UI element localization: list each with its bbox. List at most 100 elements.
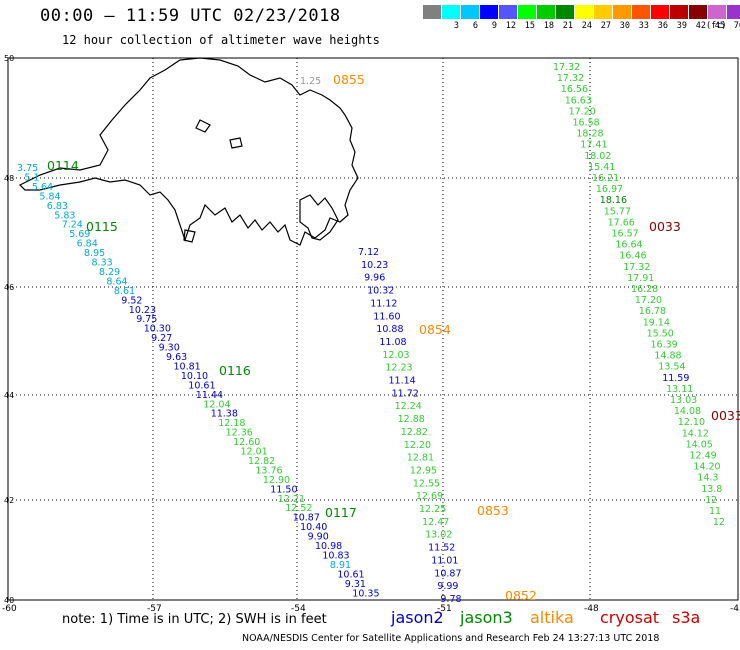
track-value: 13.76	[255, 465, 282, 476]
wave-height-colorbar	[423, 5, 740, 19]
track-value: 16.58	[573, 118, 600, 129]
track-value: 16.63	[565, 95, 592, 106]
track-value: 16.39	[651, 340, 678, 351]
legend-jason2: jason2	[391, 608, 444, 627]
track-value: 7.12	[358, 247, 379, 258]
track-value: 12.23	[385, 363, 412, 374]
track-value: 12.52	[285, 503, 312, 514]
track-value: 9.63	[166, 352, 187, 363]
track-value: 12.04	[203, 399, 230, 410]
track-value: 12.82	[248, 456, 275, 467]
track-value: 19.14	[643, 317, 670, 328]
track-value: 9.99	[437, 581, 458, 592]
track-value: 11.72	[392, 388, 419, 399]
track-value: 6.84	[77, 239, 98, 250]
colorbar-swatch	[518, 5, 537, 19]
page-subtitle: 12 hour collection of altimeter wave hei…	[62, 33, 380, 47]
coast-island-2	[229, 137, 243, 149]
track-value: 17.91	[627, 273, 654, 284]
track-value: 18.16	[600, 195, 627, 206]
track-value: 12.55	[413, 478, 440, 489]
track-value: 10.30	[144, 324, 171, 335]
track-value: 12.47	[422, 517, 449, 528]
track-value: 11.44	[196, 390, 223, 401]
track-value: 11.01	[431, 555, 458, 566]
track-value: 16.57	[612, 229, 639, 240]
track-value: 10.32	[367, 286, 394, 297]
track-value: 11.50	[270, 484, 297, 495]
track-value: 17.20	[635, 295, 662, 306]
track-value: 12.10	[678, 417, 705, 428]
track-value: 10.83	[322, 551, 349, 562]
colorbar-label: 6	[472, 21, 478, 31]
legend-s3a: s3a	[672, 608, 701, 627]
lat-tick-label: 48	[4, 174, 14, 183]
track-value: 9.31	[345, 579, 366, 590]
colorbar-label: 18	[543, 21, 554, 31]
track-value: 9.78	[440, 594, 461, 605]
pass-time-label: 0115	[86, 219, 118, 234]
track-value: 10.81	[174, 361, 201, 372]
track-value: 14.88	[654, 351, 681, 362]
track-value: 15.41	[588, 162, 615, 173]
track-value: 12.95	[410, 465, 437, 476]
track-value: 15.77	[604, 206, 631, 217]
track-value: 12.25	[419, 504, 446, 515]
legend-cryosat: cryosat	[600, 608, 660, 627]
pass-time-label: 0033	[711, 408, 740, 423]
colorbar-swatch	[594, 5, 613, 19]
track-value: 12.90	[263, 475, 290, 486]
colorbar-label	[423, 21, 442, 31]
colorbar-swatch	[537, 5, 556, 19]
track-value: 12	[713, 517, 725, 528]
track-value: 12.88	[398, 414, 425, 425]
track-value: 10.23	[129, 305, 156, 316]
colorbar-swatch	[575, 5, 594, 19]
satellite-tracks: 3.755.15.645.846.835.837.245.696.848.958…	[17, 62, 725, 605]
track-value: 13.03	[670, 395, 697, 406]
track-value: 12.21	[278, 494, 305, 505]
track-value: 10.23	[361, 260, 388, 271]
pass-time-label: 0853	[477, 503, 509, 518]
legend-jason3: jason3	[460, 608, 513, 627]
pass-time-label: 0852	[505, 588, 537, 603]
track-value: 10.98	[315, 541, 342, 552]
lat-tick-label: 42	[4, 496, 14, 505]
pass-time-label: 0855	[333, 72, 365, 87]
track-value: 10.35	[352, 588, 379, 599]
colorbar-swatch	[423, 5, 442, 19]
newfoundland-coast	[18, 57, 359, 246]
colorbar-swatch	[461, 5, 480, 19]
track-value: 12.03	[382, 350, 409, 361]
track-value: 14.20	[693, 462, 720, 473]
track-value: 16.46	[619, 251, 646, 262]
track-value: 10.61	[337, 569, 364, 580]
colorbar-swatch	[613, 5, 632, 19]
track-value: 10.88	[376, 324, 403, 335]
track-value: 10.61	[188, 380, 215, 391]
track-value: 12.36	[226, 428, 253, 439]
track-value: 14.3	[697, 473, 718, 484]
track-value: 16.97	[596, 184, 623, 195]
track-value: 12.69	[416, 491, 443, 502]
track-value: 8.29	[99, 267, 120, 278]
track-value: 16.56	[561, 84, 588, 95]
coastline	[18, 57, 359, 246]
footer-credit: NOAA/NESDIS Center for Satellite Applica…	[242, 633, 660, 644]
track-value: 5.64	[32, 182, 53, 193]
track-value: 10.10	[181, 371, 208, 382]
colorbar-units: (ft)	[706, 21, 727, 31]
avalon-peninsula	[299, 194, 339, 241]
colorbar-swatch	[727, 5, 740, 19]
track-value: 10.40	[300, 522, 327, 533]
colorbar-label: 27	[600, 21, 611, 31]
track-value: 12.60	[233, 437, 260, 448]
colorbar-swatch	[556, 5, 575, 19]
lat-tick-label: 46	[4, 283, 14, 292]
track-value: 16.78	[639, 306, 666, 317]
track-value: 10.87	[434, 568, 461, 579]
track-value: 1.25	[300, 76, 321, 87]
track-value: 8.33	[92, 258, 113, 269]
track-value: 13.54	[658, 362, 685, 373]
